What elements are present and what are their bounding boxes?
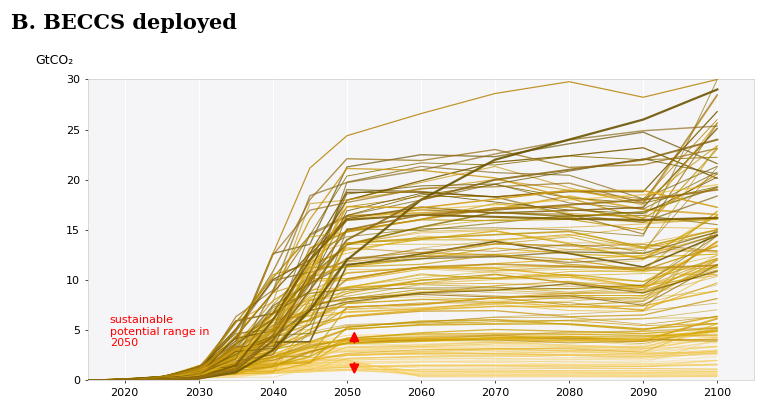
Text: B. BECCS deployed: B. BECCS deployed xyxy=(11,13,237,33)
Y-axis label: GtCO₂: GtCO₂ xyxy=(35,54,73,67)
Text: sustainable
potential range in
2050: sustainable potential range in 2050 xyxy=(110,315,210,348)
